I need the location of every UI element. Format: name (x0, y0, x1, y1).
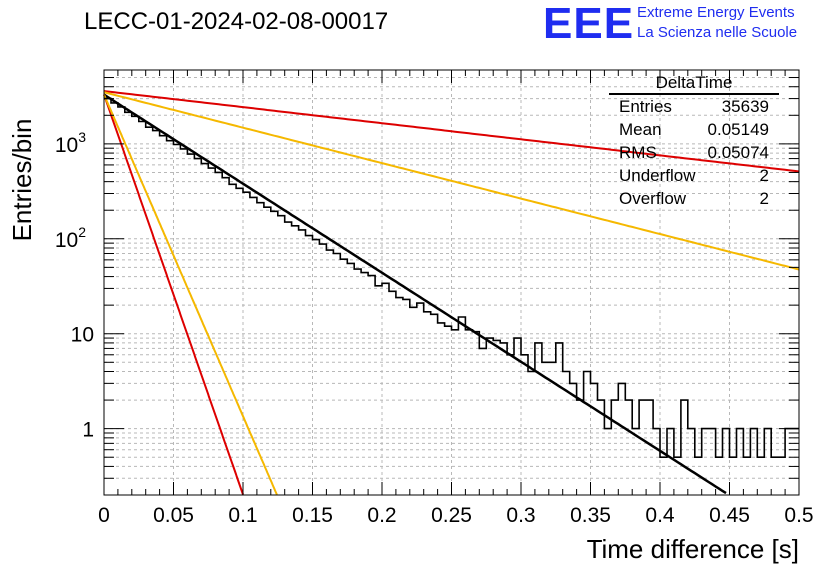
stats-label: Overflow (619, 189, 687, 208)
stats-value: 0.05149 (707, 120, 769, 139)
stats-title: DeltaTime (609, 72, 779, 95)
x-tick-label: 0.45 (709, 504, 750, 527)
x-tick-labels: 0 0.05 0.1 0.15 0.2 0.25 0.3 0.35 0.4 0.45 0.5 (98, 504, 813, 527)
x-tick-label: 0.2 (367, 504, 396, 527)
stats-row: RMS 0.05074 (609, 141, 779, 164)
y-axis-label: Entries/bin (7, 119, 37, 242)
x-tick-label: 0 (98, 504, 110, 527)
y-tick-labels: 1 10 102 103 (55, 129, 94, 442)
stats-label: Mean (619, 120, 662, 139)
fit-curve (103, 93, 727, 495)
x-tick-label: 0.5 (784, 504, 813, 527)
x-tick-label: 0.25 (431, 504, 472, 527)
x-axis-label: Time difference [s] (587, 534, 799, 564)
y-tick-label: 1 (82, 419, 94, 442)
logo-line-1: Extreme Energy Events (637, 4, 795, 21)
stats-rows: Entries 35639 Mean 0.05149 RMS 0.05074 Underfl… (609, 95, 779, 210)
bound-curve (103, 94, 278, 496)
stats-label: Underflow (619, 166, 696, 185)
y-tick-label: 102 (55, 224, 86, 252)
stats-row: Entries 35639 (609, 95, 779, 118)
stats-value: 2 (759, 189, 769, 208)
stats-box: DeltaTime Entries 35639 Mean 0.05149 RMS 0.05… (609, 72, 779, 210)
y-tick-label: 10 (71, 324, 94, 347)
bound-curve (103, 90, 800, 173)
stats-label: RMS (619, 143, 657, 162)
bound-curve (103, 94, 244, 495)
x-tick-label: 0.3 (506, 504, 535, 527)
histogram (104, 97, 799, 458)
eee-logo: EEE (543, 0, 635, 48)
stats-value: 2 (759, 166, 769, 185)
stats-row: Underflow 2 (609, 164, 779, 187)
histogram-steps (104, 97, 799, 458)
chart-title: LECC-01-2024-02-08-00017 (84, 8, 389, 35)
axis-ticks (103, 69, 800, 496)
stats-value: 0.05074 (707, 143, 769, 162)
x-tick-label: 0.15 (292, 504, 333, 527)
logo-line-2: La Scienza nelle Scuole (637, 24, 798, 41)
x-tick-label: 0.35 (570, 504, 611, 527)
x-tick-label: 0.1 (228, 504, 257, 527)
stats-value: 35639 (721, 97, 769, 116)
fit-curves (103, 90, 800, 496)
bound-curve (103, 91, 800, 271)
x-tick-label: 0.4 (645, 504, 675, 527)
stats-row: Mean 0.05149 (609, 118, 779, 141)
stats-label: Entries (619, 97, 672, 116)
y-tick-label: 103 (55, 129, 86, 157)
stats-row: Overflow 2 (609, 187, 779, 210)
x-tick-label: 0.05 (153, 504, 194, 527)
